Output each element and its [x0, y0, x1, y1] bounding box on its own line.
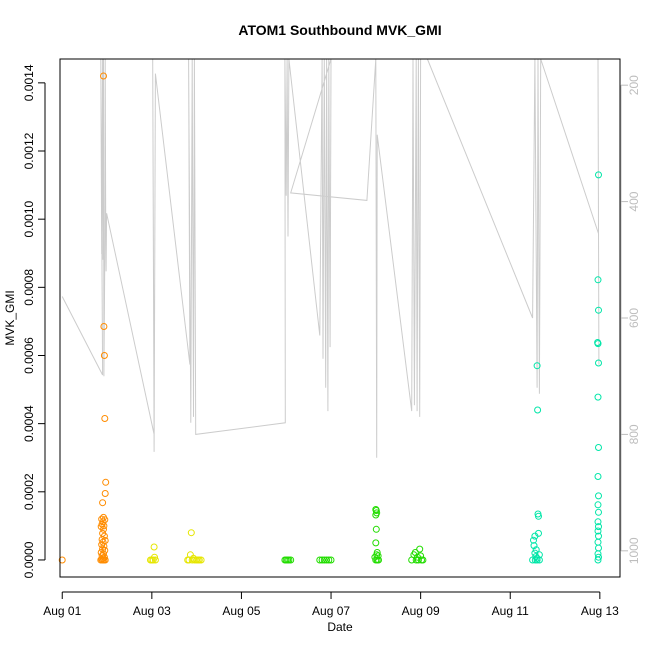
data-point: [327, 556, 335, 564]
y-tick-label: 0.0014: [22, 64, 36, 101]
data-point: [375, 556, 382, 564]
data-point: [102, 478, 110, 486]
data-point: [595, 359, 602, 367]
data-point: [101, 546, 109, 554]
data-point: [530, 536, 537, 544]
data-point: [318, 556, 326, 564]
data-point: [595, 306, 602, 314]
data-point: [535, 529, 542, 537]
x-tick-label: Aug 03: [133, 604, 171, 618]
data-point: [419, 556, 427, 564]
y-tick-label: 0.0010: [22, 200, 36, 237]
data-point: [100, 352, 108, 359]
x-tick-label: Aug 11: [492, 604, 529, 618]
data-point: [325, 556, 333, 564]
data-point: [595, 523, 602, 531]
data-point: [58, 556, 66, 564]
data-point: [417, 552, 425, 560]
data-point: [101, 490, 109, 497]
y-tick-label: 0.0004: [22, 405, 36, 442]
chart-title: ATOM1 Southbound MVK_GMI: [238, 22, 441, 38]
data-point: [594, 556, 602, 564]
data-point: [150, 543, 158, 551]
data-point: [594, 276, 602, 284]
data-point: [595, 171, 602, 179]
data-point: [197, 556, 205, 564]
data-point: [595, 508, 602, 516]
data-point: [594, 518, 602, 526]
data-point: [594, 527, 602, 535]
data-point: [416, 545, 424, 553]
x-tick-label: Aug 07: [312, 604, 350, 618]
data-point: [101, 415, 109, 422]
data-point: [372, 511, 380, 519]
y-tick-label: 0.0006: [22, 337, 36, 374]
data-point: [374, 552, 382, 560]
x-tick-label: Aug 13: [581, 604, 619, 618]
data-point: [99, 499, 107, 507]
data-point: [151, 556, 159, 564]
data-point: [323, 556, 331, 564]
data-point: [100, 323, 108, 330]
y-axis-label: MVK_GMI: [3, 290, 17, 345]
data-point: [533, 362, 541, 370]
data-point: [595, 492, 602, 500]
data-point: [100, 72, 107, 80]
x-axis: Aug 01 Aug 03 Aug 05 Aug 07 Aug 09 Aug 11 Aug …: [43, 591, 619, 618]
x-tick-label: Aug 09: [402, 604, 440, 618]
data-point: [595, 553, 602, 561]
y2-axis: 200 400 600 800 1000: [620, 75, 641, 564]
data-point: [594, 501, 602, 509]
data-point: [594, 340, 602, 348]
data-point: [372, 525, 380, 533]
y2-tick-label: 800: [627, 424, 641, 444]
x-tick-label: Aug 01: [43, 604, 81, 618]
x-tick-label: Aug 05: [222, 604, 260, 618]
data-point: [535, 556, 543, 564]
data-point: [187, 529, 195, 537]
data-point: [530, 542, 538, 550]
data-point: [100, 522, 108, 530]
data-point: [372, 539, 380, 547]
y2-tick-label: 1000: [627, 537, 641, 564]
y-tick-label: 0.0008: [22, 269, 36, 306]
data-point: [414, 556, 422, 564]
data-point: [98, 541, 106, 549]
y2-tick-label: 200: [627, 75, 641, 95]
data-point: [100, 525, 107, 533]
plot-frame: [59, 58, 621, 578]
points-layer: [58, 72, 602, 564]
y-tick-label: 0.0000: [22, 541, 36, 578]
data-point: [534, 406, 542, 414]
data-point: [595, 444, 602, 451]
y2-tick-label: 400: [627, 191, 641, 211]
data-point: [535, 512, 542, 520]
data-point: [594, 473, 602, 480]
data-point: [287, 556, 295, 564]
data-point: [532, 546, 540, 554]
x-axis-label: Date: [327, 620, 353, 634]
data-point: [320, 556, 328, 564]
data-point: [372, 507, 380, 514]
y-axis: 0.0000 0.0002 0.0004 0.0006 0.0008 0.0010 0.00…: [22, 64, 46, 578]
y2-tick-label: 600: [627, 308, 641, 328]
y-tick-label: 0.0002: [22, 473, 36, 510]
data-point: [101, 556, 109, 564]
data-point: [594, 393, 602, 401]
data-point: [316, 556, 324, 564]
y-tick-label: 0.0012: [22, 132, 36, 169]
data-point: [535, 551, 543, 559]
data-point: [97, 556, 105, 564]
